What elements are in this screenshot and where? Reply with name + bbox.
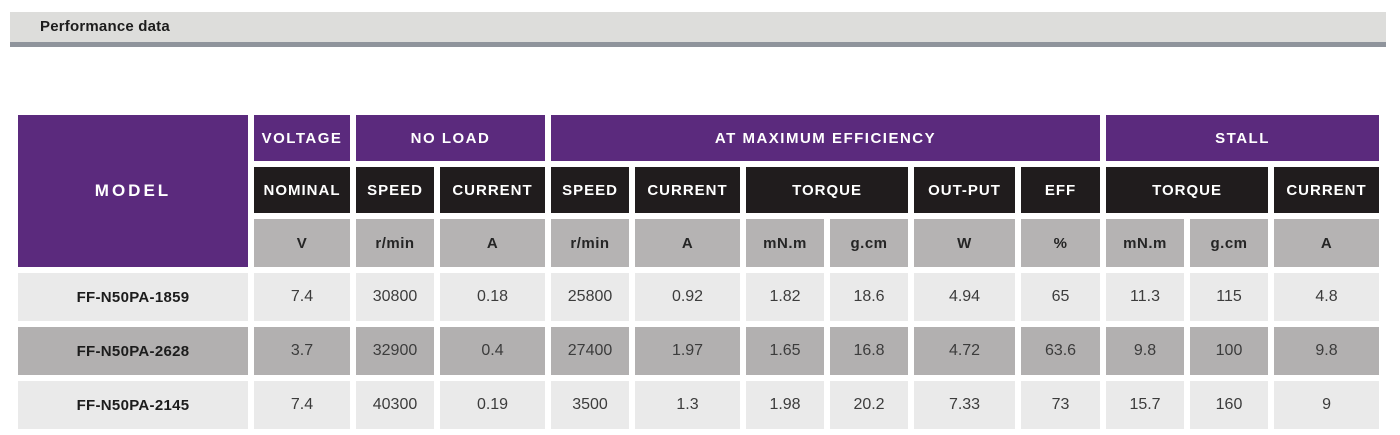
cell-voltage-nominal: 7.4 — [254, 273, 350, 321]
subheader-stall-current: CURRENT — [1274, 167, 1380, 213]
cell-maxeff-speed: 27400 — [551, 327, 630, 375]
cell-maxeff-torque-gcm: 18.6 — [830, 273, 909, 321]
cell-voltage-nominal: 3.7 — [254, 327, 350, 375]
cell-maxeff-eff: 73 — [1021, 381, 1101, 429]
col-group-no-load: NO LOAD — [356, 115, 546, 161]
unit-maxeff-output-w: W — [914, 219, 1016, 267]
subheader-noload-current: CURRENT — [440, 167, 546, 213]
section-title: Performance data — [40, 18, 170, 35]
cell-maxeff-eff: 63.6 — [1021, 327, 1101, 375]
unit-voltage-v: V — [254, 219, 350, 267]
cell-stall-current: 9 — [1274, 381, 1380, 429]
unit-stall-torque-gcm: g.cm — [1190, 219, 1269, 267]
cell-maxeff-torque-mnm: 1.65 — [746, 327, 825, 375]
unit-maxeff-current-a: A — [635, 219, 741, 267]
unit-stall-current-a: A — [1274, 219, 1380, 267]
section-header-bar: Performance data — [10, 12, 1386, 47]
col-group-at-maximum-efficiency: AT MAXIMUM EFFICIENCY — [551, 115, 1101, 161]
performance-table: MODEL VOLTAGE NO LOAD AT MAXIMUM EFFICIE… — [12, 109, 1385, 435]
cell-noload-current: 0.18 — [440, 273, 546, 321]
cell-maxeff-torque-gcm: 20.2 — [830, 381, 909, 429]
cell-stall-current: 9.8 — [1274, 327, 1380, 375]
cell-maxeff-current: 0.92 — [635, 273, 741, 321]
col-group-stall: STALL — [1106, 115, 1380, 161]
cell-maxeff-torque-gcm: 16.8 — [830, 327, 909, 375]
cell-maxeff-torque-mnm: 1.82 — [746, 273, 825, 321]
subheader-maxeff-current: CURRENT — [635, 167, 741, 213]
cell-maxeff-output: 4.72 — [914, 327, 1016, 375]
cell-noload-current: 0.19 — [440, 381, 546, 429]
cell-maxeff-speed: 25800 — [551, 273, 630, 321]
cell-stall-torque-mnm: 11.3 — [1106, 273, 1185, 321]
row-model-name: FF-N50PA-2628 — [18, 327, 248, 375]
cell-maxeff-eff: 65 — [1021, 273, 1101, 321]
cell-maxeff-output: 4.94 — [914, 273, 1016, 321]
subheader-maxeff-output: OUT-PUT — [914, 167, 1016, 213]
cell-maxeff-current: 1.97 — [635, 327, 741, 375]
cell-noload-speed: 30800 — [356, 273, 434, 321]
table-row: FF-N50PA-1859 7.4 30800 0.18 25800 0.92 … — [18, 273, 1380, 321]
cell-stall-torque-mnm: 9.8 — [1106, 327, 1185, 375]
subheader-maxeff-eff: EFF — [1021, 167, 1101, 213]
units-row: V r/min A r/min A mN.m g.cm W % mN.m g.c… — [18, 219, 1380, 267]
subheader-maxeff-speed: SPEED — [551, 167, 630, 213]
cell-stall-torque-gcm: 160 — [1190, 381, 1269, 429]
cell-voltage-nominal: 7.4 — [254, 381, 350, 429]
subheader-voltage-nominal: NOMINAL — [254, 167, 350, 213]
unit-stall-torque-mnm: mN.m — [1106, 219, 1185, 267]
subheader-stall-torque: TORQUE — [1106, 167, 1269, 213]
subheader-maxeff-torque: TORQUE — [746, 167, 909, 213]
col-group-model: MODEL — [18, 115, 248, 267]
cell-maxeff-speed: 3500 — [551, 381, 630, 429]
cell-noload-speed: 32900 — [356, 327, 434, 375]
col-group-voltage: VOLTAGE — [254, 115, 350, 161]
unit-maxeff-eff-percent: % — [1021, 219, 1101, 267]
unit-noload-current-a: A — [440, 219, 546, 267]
cell-noload-speed: 40300 — [356, 381, 434, 429]
cell-stall-torque-gcm: 115 — [1190, 273, 1269, 321]
cell-stall-current: 4.8 — [1274, 273, 1380, 321]
subheader-noload-speed: SPEED — [356, 167, 434, 213]
cell-maxeff-torque-mnm: 1.98 — [746, 381, 825, 429]
cell-stall-torque-mnm: 15.7 — [1106, 381, 1185, 429]
unit-maxeff-torque-gcm: g.cm — [830, 219, 909, 267]
table-row: FF-N50PA-2628 3.7 32900 0.4 27400 1.97 1… — [18, 327, 1380, 375]
cell-maxeff-current: 1.3 — [635, 381, 741, 429]
unit-maxeff-speed-rmin: r/min — [551, 219, 630, 267]
row-model-name: FF-N50PA-1859 — [18, 273, 248, 321]
cell-noload-current: 0.4 — [440, 327, 546, 375]
cell-maxeff-output: 7.33 — [914, 381, 1016, 429]
unit-maxeff-torque-mnm: mN.m — [746, 219, 825, 267]
unit-noload-speed-rmin: r/min — [356, 219, 434, 267]
row-model-name: FF-N50PA-2145 — [18, 381, 248, 429]
subheader-row: NOMINAL SPEED CURRENT SPEED CURRENT TORQ… — [18, 167, 1380, 213]
cell-stall-torque-gcm: 100 — [1190, 327, 1269, 375]
table-row: FF-N50PA-2145 7.4 40300 0.19 3500 1.3 1.… — [18, 381, 1380, 429]
group-header-row: MODEL VOLTAGE NO LOAD AT MAXIMUM EFFICIE… — [18, 115, 1380, 267]
